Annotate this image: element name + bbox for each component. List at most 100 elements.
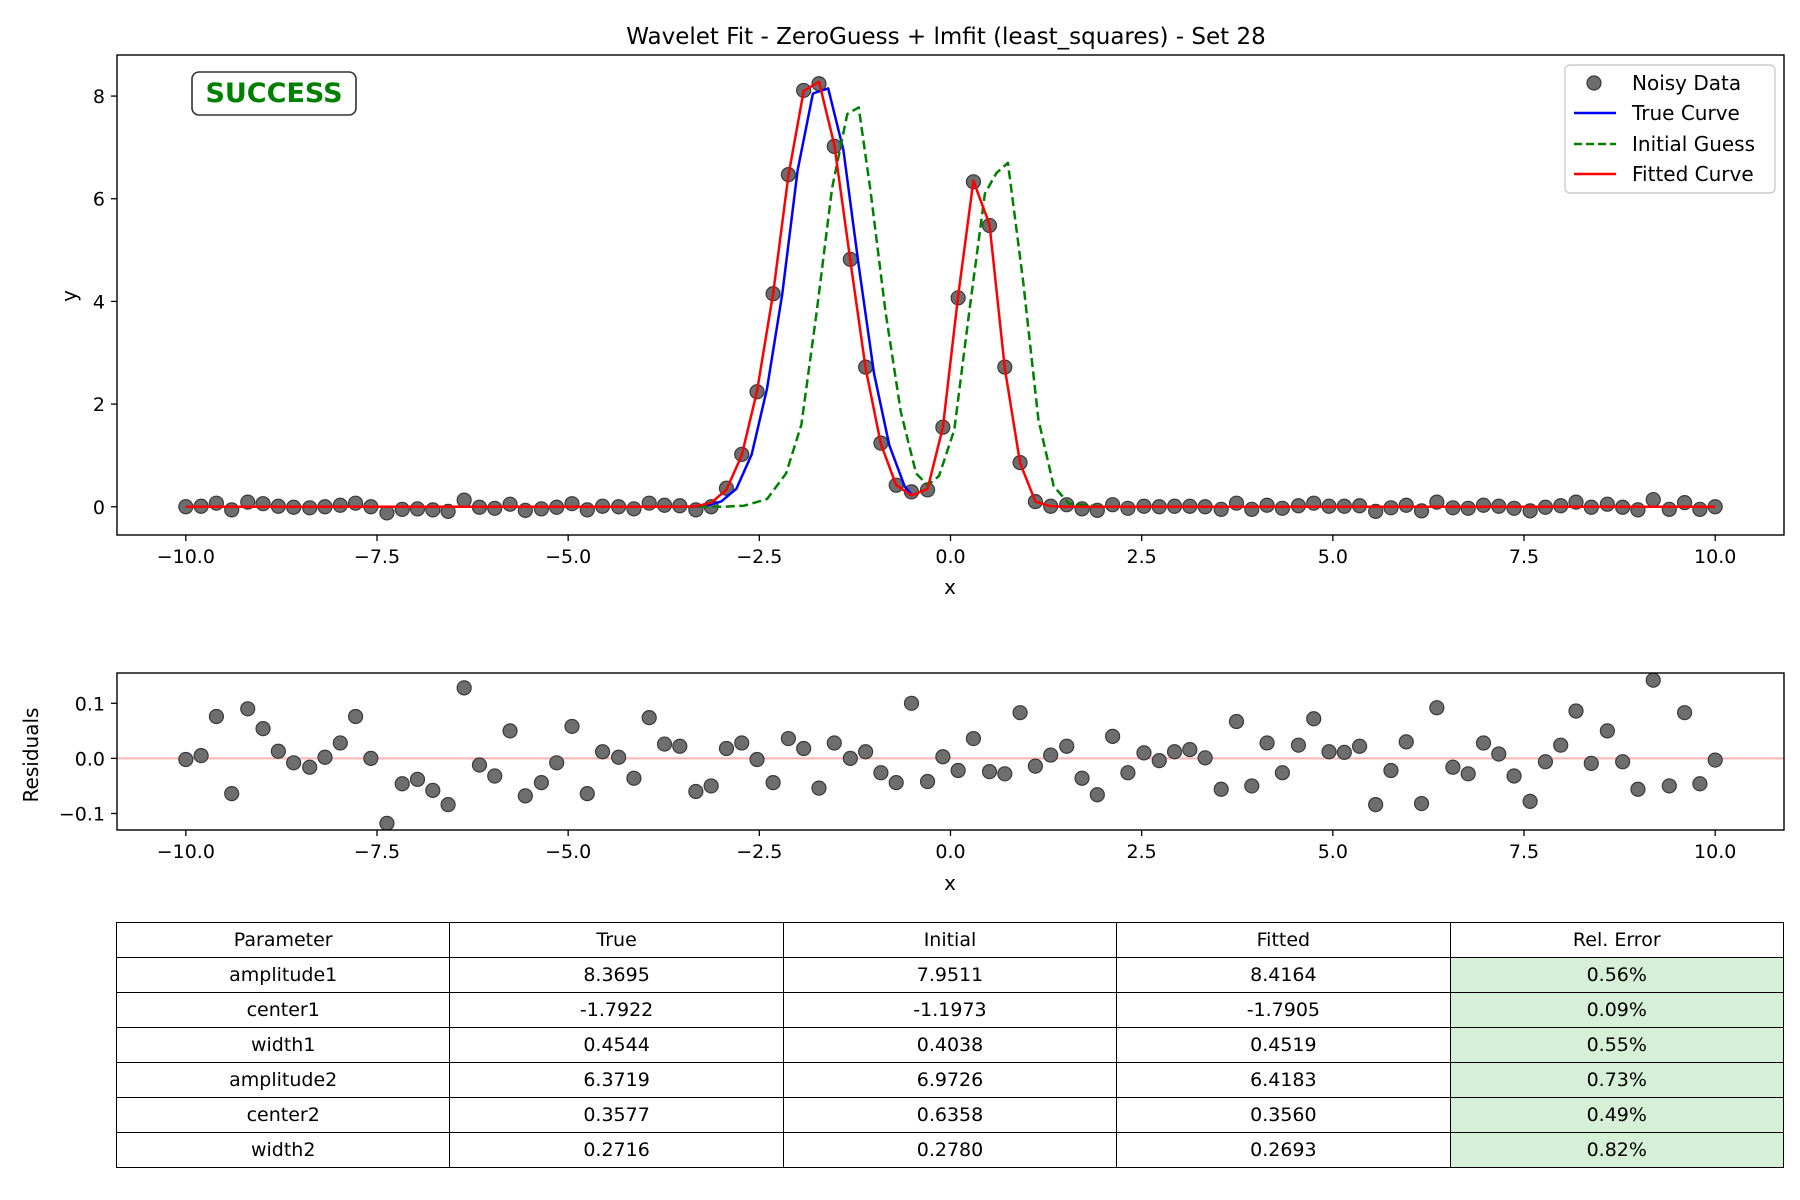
table-cell: center2 [115,1097,451,1133]
residual-point-residual-series [903,695,920,711]
residual-point-residual-series [1413,795,1430,812]
main-point-noisy-data [1213,501,1229,517]
table-cell: 8.4164 [1116,957,1451,993]
residual-point-residual-series [1105,728,1121,744]
main-x-tick-label: 0.0 [935,546,965,568]
rel-error-cell: 0.82% [1449,1132,1785,1168]
main-x-tick-label: 5.0 [1318,546,1348,568]
rel-error-cell: 0.49% [1449,1097,1785,1133]
main-point-noisy-data [347,495,364,511]
table-cell: amplitude1 [115,957,451,993]
residual-point-residual-series [347,708,364,725]
legend-label-true-curve: True Curve [1631,101,1740,125]
table-cell: amplitude2 [115,1062,451,1098]
main-point-noisy-data [1059,497,1075,513]
status-badge: SUCCESS [205,78,342,109]
table-header-cell: Fitted [1116,922,1451,958]
residual-point-residual-series [873,765,889,781]
residual-x-tick-label: 10.0 [1694,841,1736,863]
residual-point-residual-series [1352,738,1368,754]
main-point-noisy-data [1630,502,1646,518]
residual-point-residual-series [1491,746,1507,762]
residual-point-residual-series [734,735,750,751]
table-cell: 0.3560 [1116,1097,1451,1133]
residual-x-tick-label: 0.0 [935,841,965,863]
residual-point-residual-series [1027,758,1043,774]
residual-point-residual-series [224,786,240,802]
residual-point-residual-series [409,771,426,787]
residual-x-tick-label: −5.0 [545,841,591,863]
main-point-noisy-data [1120,500,1136,516]
main-point-noisy-data [1398,497,1414,513]
main-line-initial-guess [185,106,1716,509]
residual-point-residual-series [919,773,936,790]
residual-point-residual-series [718,740,735,757]
residual-y-axis-label: Residuals [19,708,43,803]
table-cell: 6.9726 [782,1062,1118,1098]
residual-point-residual-series [672,738,688,754]
residual-point-residual-series [1429,700,1445,716]
main-x-tick-label: −10.0 [157,546,215,568]
residual-x-tick-label: −2.5 [736,841,782,863]
residual-point-residual-series [1368,797,1384,813]
legend: Noisy Data True Curve Initial Guess Fitt… [1564,64,1776,194]
residual-point-residual-series [1398,734,1414,750]
residual-point-residual-series [1676,705,1693,721]
residual-point-residual-series [1599,723,1615,739]
main-point-noisy-data [255,496,271,512]
residual-point-residual-series [425,782,441,798]
residual-point-residual-series [193,748,209,764]
main-point-noisy-data [517,502,533,518]
main-point-noisy-data [579,502,595,518]
main-y-tick-label: 2 [93,394,105,416]
residual-x-tick-label: −7.5 [354,841,400,863]
residual-point-residual-series [842,750,858,766]
main-point-noisy-data [1274,500,1290,516]
main-point-noisy-data [1599,496,1615,512]
table-cell: 0.6358 [782,1097,1118,1133]
table-header-cell: Parameter [115,922,451,958]
residual-point-residual-series [796,740,812,757]
main-x-tick-label: 2.5 [1127,546,1157,568]
legend-label-fitted-curve: Fitted Curve [1632,162,1754,186]
residual-y-tick-label: 0.1 [75,693,105,715]
residual-point-residual-series [1197,750,1213,766]
legend-label-initial-guess: Initial Guess [1632,132,1755,156]
residual-point-residual-series [240,701,256,717]
main-point-noisy-data [1228,495,1245,511]
main-point-noisy-data [533,501,549,517]
residual-point-residual-series [981,764,998,780]
residual-point-residual-series [208,708,225,725]
residual-point-residual-series [1630,781,1646,797]
main-point-noisy-data [394,501,410,517]
main-point-noisy-data [656,497,673,513]
main-plot-frame [116,54,1785,536]
table-cell: 7.9511 [782,957,1118,993]
residual-point-residual-series [641,710,657,726]
table-cell: 0.4544 [449,1027,784,1063]
residual-point-residual-series [1568,703,1584,719]
residual-point-residual-series [178,751,194,768]
residual-point-residual-series [1383,762,1399,779]
residual-point-residual-series [1537,754,1554,770]
residual-point-residual-series [888,775,904,791]
residual-point-residual-series [471,757,488,773]
main-point-noisy-data [1259,497,1275,513]
residual-point-residual-series [1707,752,1723,768]
main-point-noisy-data [332,497,348,513]
residual-y-tick-label: 0.0 [75,748,105,770]
residual-point-residual-series [935,749,951,765]
table-header-cell: True [449,922,784,958]
residual-point-residual-series [1445,759,1461,775]
residual-point-residual-series [487,768,503,784]
residual-point-residual-series [765,775,781,791]
table-row: amplitude2 6.3719 6.9726 6.4183 0.73% [115,1062,1785,1098]
table-header-cell: Rel. Error [1449,922,1785,958]
residual-x-tick-label: 7.5 [1509,841,1539,863]
main-point-noisy-data [564,496,580,512]
main-point-noisy-data [1475,497,1492,513]
main-point-noisy-data [1692,501,1708,517]
table-row: center1 -1.7922 -1.1973 -1.7905 0.09% [115,992,1785,1028]
status-badge-box [191,71,357,116]
